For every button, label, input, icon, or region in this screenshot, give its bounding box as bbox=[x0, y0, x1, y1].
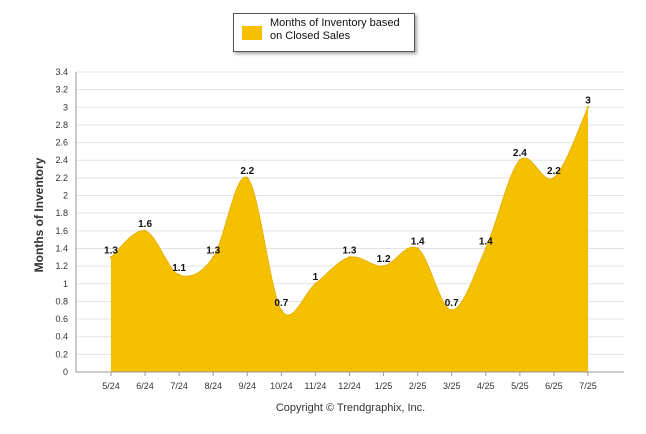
data-label: 1.3 bbox=[206, 245, 220, 256]
legend-label: Months of Inventory based on Closed Sale… bbox=[270, 17, 400, 42]
x-tick-label: 4/25 bbox=[477, 381, 495, 391]
data-point bbox=[177, 273, 181, 277]
y-tick-label: 3.2 bbox=[55, 85, 68, 95]
data-label: 1.3 bbox=[343, 245, 357, 256]
data-label: 2.2 bbox=[547, 166, 561, 177]
data-point bbox=[348, 256, 351, 259]
y-tick-label: 0 bbox=[63, 367, 68, 377]
x-tick-label: 9/24 bbox=[239, 381, 257, 391]
x-tick-label: 6/25 bbox=[545, 381, 563, 391]
data-point bbox=[518, 159, 522, 162]
y-tick-label: 0.4 bbox=[55, 332, 68, 342]
x-tick-label: 5/25 bbox=[511, 381, 529, 391]
x-tick-label: 5/24 bbox=[102, 381, 120, 391]
x-tick-label: 6/24 bbox=[136, 381, 154, 391]
series-area bbox=[111, 107, 588, 372]
y-tick-label: 1.6 bbox=[55, 226, 68, 236]
y-tick-label: 1.2 bbox=[55, 261, 68, 271]
y-tick-label: 3.4 bbox=[55, 67, 68, 77]
data-point bbox=[586, 106, 590, 109]
y-tick-label: 2.2 bbox=[55, 173, 68, 183]
y-tick-label: 1.8 bbox=[55, 208, 68, 218]
data-point bbox=[552, 176, 556, 180]
data-point bbox=[450, 309, 453, 312]
x-tick-label: 7/25 bbox=[579, 381, 597, 391]
x-tick-label: 8/24 bbox=[204, 381, 222, 391]
data-label: 1.4 bbox=[411, 236, 425, 247]
y-tick-label: 2.4 bbox=[55, 155, 68, 165]
y-tick-label: 2.6 bbox=[55, 138, 68, 148]
x-tick-label: 7/24 bbox=[170, 381, 188, 391]
data-label: 0.7 bbox=[445, 298, 459, 309]
y-axis-label: Months of Inventory bbox=[32, 157, 46, 273]
data-label: 3 bbox=[585, 95, 591, 106]
data-label: 1.2 bbox=[377, 254, 391, 265]
y-tick-label: 2 bbox=[63, 191, 68, 201]
data-point bbox=[484, 247, 487, 250]
y-tick-label: 0.8 bbox=[55, 296, 68, 306]
data-point bbox=[382, 264, 385, 268]
data-point bbox=[143, 229, 147, 233]
data-point bbox=[314, 282, 317, 285]
legend: Months of Inventory based on Closed Sale… bbox=[233, 13, 415, 52]
data-label: 0.7 bbox=[274, 298, 288, 309]
y-tick-label: 1 bbox=[63, 279, 68, 289]
x-tick-label: 10/24 bbox=[270, 381, 293, 391]
data-label: 1.1 bbox=[172, 263, 186, 274]
data-point bbox=[212, 256, 215, 259]
x-tick-label: 12/24 bbox=[338, 381, 361, 391]
x-tick-label: 1/25 bbox=[375, 381, 393, 391]
data-label: 1.3 bbox=[104, 245, 118, 256]
data-label: 1.6 bbox=[138, 219, 152, 230]
x-tick-label: 2/25 bbox=[409, 381, 427, 391]
data-label: 1 bbox=[313, 272, 319, 283]
y-tick-label: 0.6 bbox=[55, 314, 68, 324]
legend-swatch bbox=[242, 26, 262, 40]
copyright-text: Copyright © Trendgraphix, Inc. bbox=[275, 402, 426, 414]
data-label: 1.4 bbox=[479, 236, 493, 247]
y-tick-label: 3 bbox=[63, 102, 68, 112]
y-tick-label: 2.8 bbox=[55, 120, 68, 130]
y-tick-label: 0.2 bbox=[55, 349, 68, 359]
data-point bbox=[109, 256, 113, 259]
data-label: 2.2 bbox=[240, 166, 254, 177]
data-label: 2.4 bbox=[513, 148, 527, 159]
y-tick-label: 1.4 bbox=[55, 243, 68, 253]
x-tick-label: 3/25 bbox=[443, 381, 461, 391]
data-point bbox=[280, 309, 283, 312]
x-tick-label: 11/24 bbox=[304, 381, 326, 391]
data-point bbox=[246, 176, 249, 180]
data-point bbox=[416, 247, 419, 250]
